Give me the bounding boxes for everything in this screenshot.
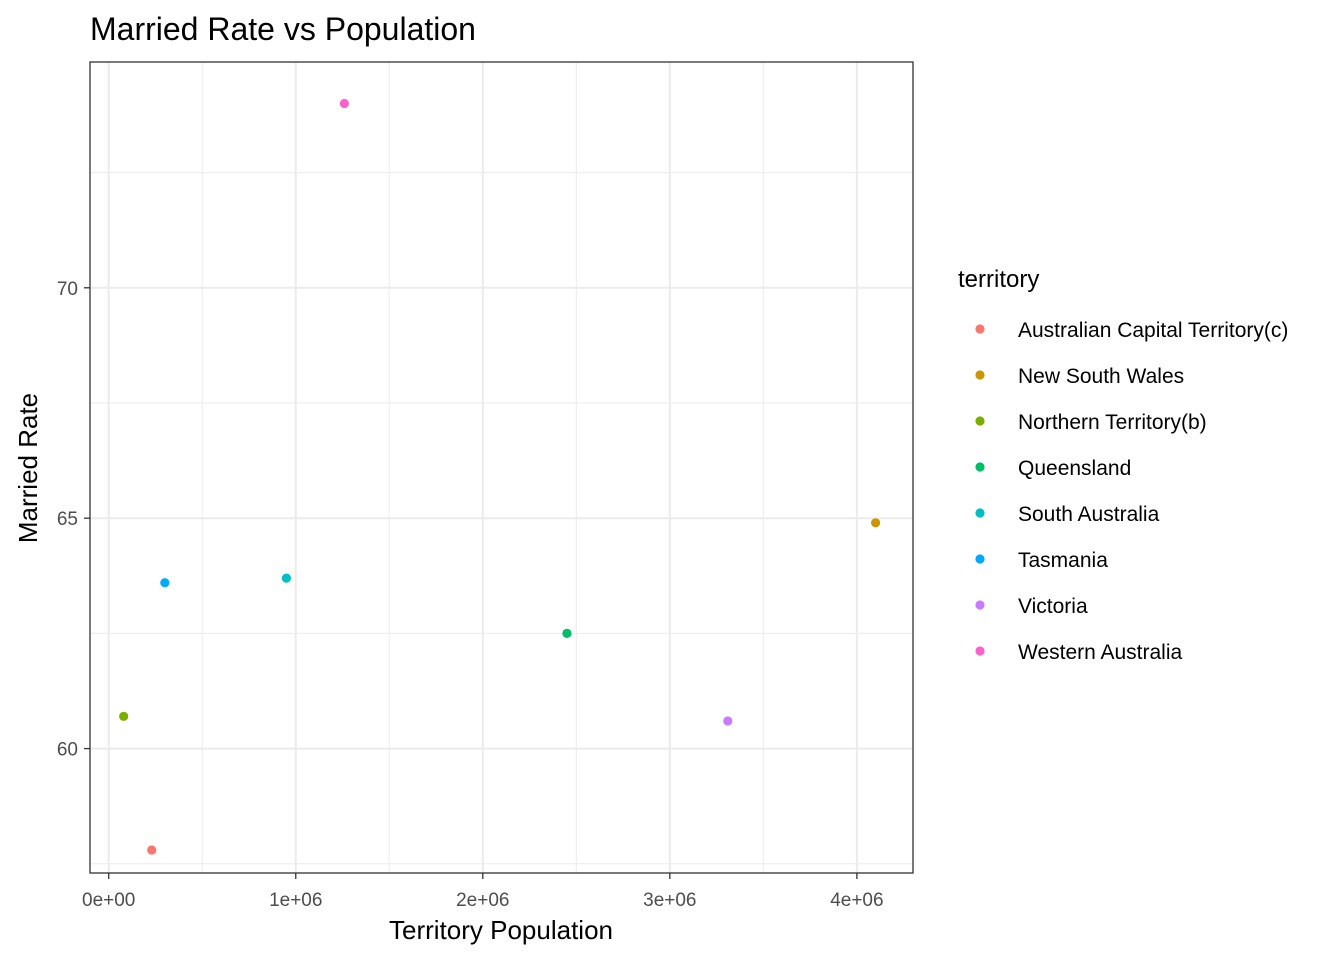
legend-key	[975, 416, 985, 426]
legend-key	[975, 508, 985, 518]
x-tick-label: 0e+00	[82, 890, 135, 911]
legend-label: South Australia	[1018, 503, 1160, 526]
data-point	[119, 711, 129, 721]
data-point	[723, 716, 733, 726]
x-tick-label: 2e+06	[456, 890, 509, 911]
data-point	[870, 518, 881, 528]
legend-title: territory	[958, 266, 1039, 293]
grid-minor	[90, 62, 913, 873]
legend-key	[975, 554, 985, 564]
legend-label: Australian Capital Territory(c)	[1018, 319, 1288, 342]
legend-key	[975, 370, 985, 380]
data-point	[562, 628, 572, 638]
legend-key	[975, 462, 985, 472]
legend: territory Australian Capital Territory(c…	[958, 266, 1288, 664]
legend-key	[975, 646, 985, 656]
chart-title: Married Rate vs Population	[90, 11, 476, 47]
legend-label: Victoria	[1018, 595, 1088, 618]
x-tick-label: 1e+06	[269, 890, 322, 911]
legend-label: New South Wales	[1018, 365, 1184, 388]
data-point	[339, 98, 349, 109]
legend-label: Queensland	[1018, 457, 1131, 480]
data-point	[160, 578, 170, 588]
x-tick-label: 3e+06	[643, 890, 696, 911]
y-tick-label: 65	[57, 509, 78, 530]
y-axis-title: Married Rate	[13, 393, 43, 543]
legend-label: Northern Territory(b)	[1018, 411, 1207, 434]
x-tick-label: 4e+06	[830, 890, 883, 911]
grid-major	[90, 62, 913, 873]
y-tick-label: 60	[57, 740, 78, 761]
legend-label: Tasmania	[1018, 549, 1108, 572]
data-point	[281, 573, 291, 583]
data-points	[119, 98, 881, 855]
data-point	[147, 845, 157, 855]
y-axis: 60 65 70	[57, 279, 90, 761]
panel-border	[89, 61, 914, 874]
legend-key	[975, 600, 985, 610]
legend-key	[975, 324, 985, 334]
x-axis: 0e+00 1e+06 2e+06 3e+06 4e+06	[82, 873, 884, 911]
legend-label: Western Australia	[1018, 641, 1183, 664]
y-tick-label: 70	[57, 279, 78, 300]
x-axis-title: Territory Population	[389, 915, 613, 945]
